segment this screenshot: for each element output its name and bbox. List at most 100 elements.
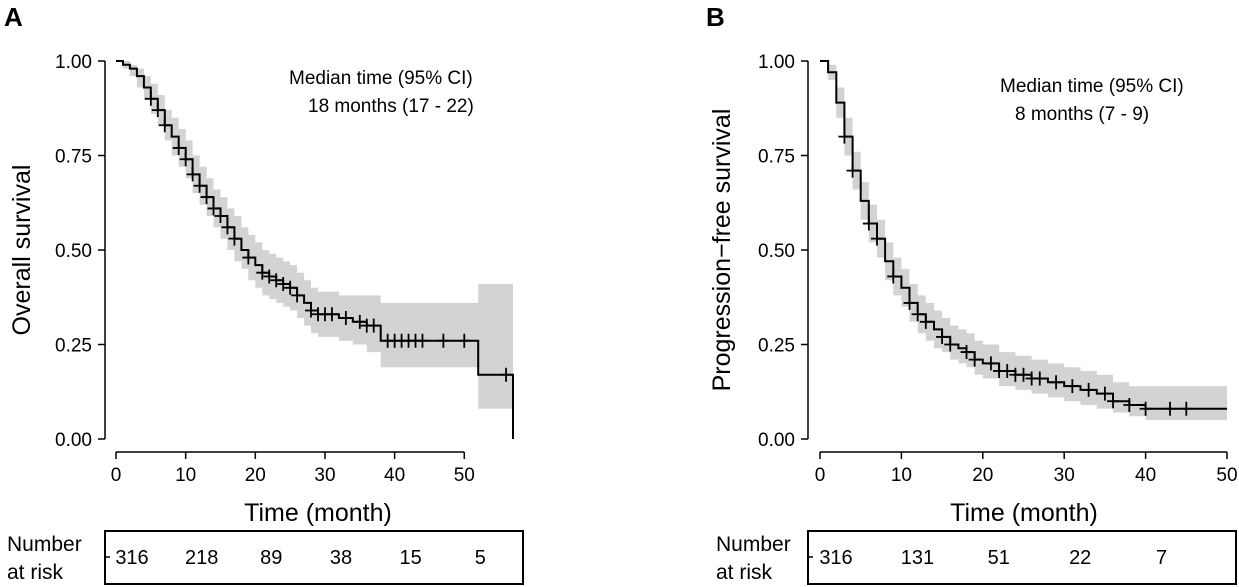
y-axis-title: Overall survival	[8, 165, 36, 336]
censor-mark	[270, 273, 283, 288]
risk-count: 5	[475, 547, 486, 569]
censor-mark	[903, 295, 916, 310]
risk-count: 7	[1156, 547, 1167, 569]
censor-mark	[416, 333, 429, 348]
censor-mark	[353, 314, 366, 329]
risk-count: 316	[115, 547, 148, 569]
risk-count: 89	[260, 547, 282, 569]
censor-mark	[284, 280, 297, 295]
axes-group: 0.00 0.25 0.50 0.75 1.00 0 10 20 30 40 50	[758, 52, 1238, 486]
y-tick-label: 0.00	[55, 430, 92, 451]
censor-mark	[1180, 401, 1193, 416]
y-tick-label: 0.00	[758, 430, 795, 451]
x-tick-label: 50	[454, 465, 475, 486]
censor-mark	[186, 167, 199, 182]
x-tick-label: 20	[972, 465, 993, 486]
censor-mark	[936, 329, 949, 344]
censor-mark	[305, 303, 318, 318]
ci-band	[116, 61, 513, 409]
risk-table-box	[807, 530, 1237, 585]
risk-label-line1: Number	[7, 533, 82, 556]
x-tick-label: 0	[111, 465, 122, 486]
censor-mark	[1098, 386, 1111, 401]
censor-mark	[862, 216, 875, 231]
risk-values-group: 316 218 89 38 15 5	[105, 547, 486, 569]
censor-mark	[1139, 401, 1152, 416]
y-tick-label: 0.50	[55, 241, 92, 262]
censor-mark	[500, 367, 513, 382]
censor-mark	[242, 250, 255, 265]
censor-mark	[911, 307, 924, 322]
censor-mark	[1017, 367, 1030, 382]
censor-marks-group	[144, 91, 513, 382]
median-annotation-line2: 18 months (17 - 22)	[308, 96, 474, 117]
censor-mark	[1050, 375, 1063, 390]
censor-mark	[151, 103, 164, 118]
panel-label-a: A	[4, 2, 23, 32]
y-tick-label: 0.75	[758, 147, 795, 168]
ci-band-group	[820, 61, 1227, 421]
censor-mark	[1164, 401, 1177, 416]
x-axis-title: Time (month)	[950, 499, 1098, 527]
censor-mark	[919, 314, 932, 329]
x-tick-label: 30	[314, 465, 335, 486]
censor-mark	[325, 307, 338, 322]
risk-count: 1	[1237, 547, 1239, 569]
censor-mark	[944, 337, 957, 352]
risk-count: 38	[330, 547, 352, 569]
censor-mark	[339, 311, 352, 326]
axes-group: 0.00 0.25 0.50 0.75 1.00 0 10 20 30 40 50	[55, 52, 475, 486]
x-tick-label: 0	[815, 465, 826, 486]
x-axis-title: Time (month)	[244, 499, 392, 527]
median-annotation-line1: Median time (95% CI)	[289, 68, 473, 89]
x-tick-label: 40	[1135, 465, 1156, 486]
censor-mark	[263, 269, 276, 284]
panel-a: A 0.00 0.25 0.50 0.75 1.00 0 10 20 30 40 50 Time (…	[4, 2, 524, 585]
censor-mark	[172, 140, 185, 155]
censor-mark	[458, 333, 471, 348]
censor-mark	[367, 318, 380, 333]
y-tick-label: 1.00	[55, 52, 92, 73]
censor-mark	[179, 152, 192, 167]
censor-mark	[144, 91, 157, 106]
panel-label-b: B	[706, 2, 725, 32]
censor-mark	[291, 288, 304, 303]
y-tick-label: 0.25	[55, 336, 92, 357]
risk-count: 131	[901, 547, 934, 569]
censor-mark	[256, 265, 269, 280]
median-annotation-line1: Median time (95% CI)	[1000, 76, 1184, 97]
median-annotation-line2: 8 months (7 - 9)	[1015, 104, 1149, 125]
ci-band-group	[116, 61, 513, 409]
y-tick-label: 0.75	[55, 147, 92, 168]
risk-table-box	[104, 530, 524, 585]
panel-b: B 0.00 0.25 0.50 0.75 1.00 0 10 20 30 40 50 Time (…	[706, 2, 1239, 585]
y-tick-label: 0.50	[758, 241, 795, 262]
x-tick-label: 20	[245, 465, 266, 486]
risk-label-line2: at risk	[7, 561, 64, 584]
risk-values-group: 316 131 51 22 7 1	[808, 547, 1239, 569]
censor-mark	[158, 118, 171, 133]
x-tick-label: 10	[891, 465, 912, 486]
censor-mark	[228, 231, 241, 246]
censor-mark	[437, 333, 450, 348]
censor-mark	[1123, 397, 1136, 412]
censor-mark	[870, 231, 883, 246]
censor-mark	[200, 190, 213, 205]
risk-count: 218	[185, 547, 218, 569]
risk-count: 22	[1069, 547, 1091, 569]
risk-count: 316	[819, 547, 852, 569]
censor-mark	[214, 208, 227, 223]
risk-count: 15	[399, 547, 421, 569]
censor-mark	[193, 178, 206, 193]
censor-marks-group	[838, 129, 1193, 416]
censor-mark	[1107, 394, 1120, 409]
censor-mark	[968, 352, 981, 367]
censor-mark	[277, 277, 290, 292]
y-tick-label: 1.00	[758, 52, 795, 73]
censor-mark	[1066, 379, 1079, 394]
ci-band	[820, 61, 1227, 421]
risk-label-line1: Number	[716, 533, 791, 556]
censor-mark	[207, 201, 220, 216]
censor-mark	[1033, 371, 1046, 386]
